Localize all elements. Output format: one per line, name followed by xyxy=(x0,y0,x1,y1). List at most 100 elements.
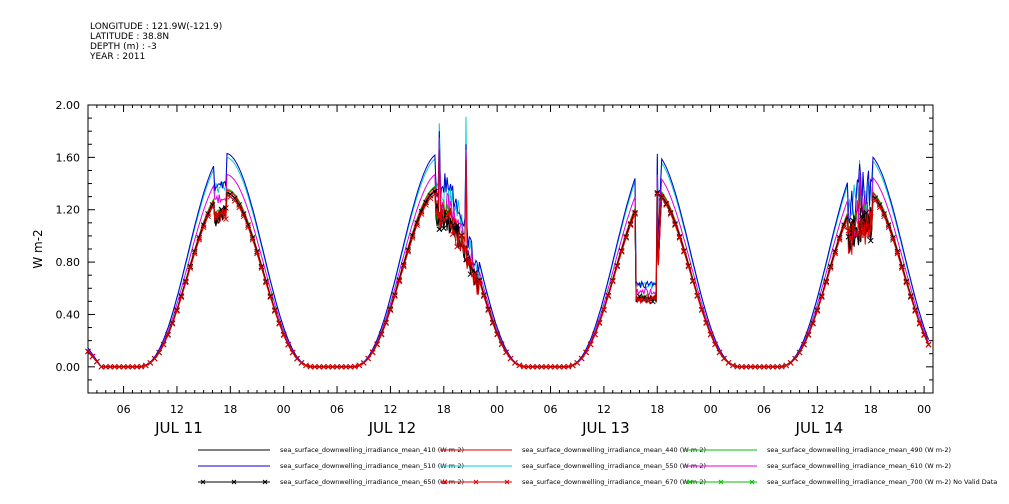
series-marker-670 xyxy=(138,363,145,370)
legend-label: sea_surface_downwelling_irradiance_mean_… xyxy=(522,478,706,486)
series-marker-670 xyxy=(116,363,122,370)
x-tick-label: 12 xyxy=(170,403,184,416)
series-marker-670 xyxy=(667,211,674,217)
series-marker-670 xyxy=(338,363,345,370)
series-marker-670 xyxy=(899,265,905,271)
series-marker-670 xyxy=(649,294,656,301)
x-tick-label: 00 xyxy=(917,403,931,416)
series-marker-670 xyxy=(583,349,589,356)
series-marker-670 xyxy=(552,363,558,370)
x-tick-label: 12 xyxy=(597,403,611,416)
series-marker-670 xyxy=(921,332,927,338)
series-marker-670 xyxy=(414,222,420,228)
series-marker-670 xyxy=(111,363,118,370)
series-marker-670 xyxy=(383,320,389,326)
series-marker-670 xyxy=(498,341,505,348)
series-marker-650 xyxy=(872,195,879,202)
series-line-510 xyxy=(87,131,930,368)
series-marker-670 xyxy=(285,341,291,348)
series-marker-670 xyxy=(805,332,812,338)
plot-header: LONGITUDE : 121.9W(-121.9) LATITUDE : 38… xyxy=(90,22,222,62)
legend-item: sea_surface_downwelling_irradiance_mean_… xyxy=(198,446,464,454)
day-label: JUL 14 xyxy=(795,419,844,437)
series-marker-670 xyxy=(94,358,100,365)
series-marker-670 xyxy=(529,363,536,370)
series-marker-670 xyxy=(98,363,105,370)
legend-item: sea_surface_downwelling_irradiance_mean_… xyxy=(685,446,951,454)
series-marker-650 xyxy=(427,192,434,199)
x-tick-label: 12 xyxy=(810,403,824,416)
series-marker-650 xyxy=(850,217,856,224)
series-marker-670 xyxy=(409,234,416,241)
legend-marker xyxy=(262,479,268,485)
axis-labels: 2.00 1.60 1.20 0.80 0.40 0.00 06 12 18 00 06 12 18 00… xyxy=(31,99,931,437)
series-marker-670 xyxy=(378,331,385,338)
series-marker-670 xyxy=(236,204,243,211)
x-tick-label: 18 xyxy=(650,403,664,416)
legend-label: sea_surface_downwelling_irradiance_mean_… xyxy=(280,478,464,486)
series-marker-670 xyxy=(658,195,665,202)
series-marker-670 xyxy=(770,363,776,370)
series-marker-670 xyxy=(107,363,114,370)
series-marker-670 xyxy=(836,236,843,243)
x-tick-label: 00 xyxy=(277,403,291,416)
series-marker-650 xyxy=(649,298,656,305)
series-marker-670 xyxy=(747,363,754,370)
series-marker-670 xyxy=(574,360,581,366)
series-marker-650 xyxy=(867,237,874,244)
series-marker-670 xyxy=(405,248,412,255)
series-marker-670 xyxy=(872,197,879,204)
series-marker-670 xyxy=(169,320,176,327)
series-line-670 xyxy=(87,193,930,368)
series-marker-670 xyxy=(778,363,785,370)
series-marker-670 xyxy=(534,363,541,370)
series-marker-670 xyxy=(912,308,919,314)
series-marker-670 xyxy=(454,243,460,250)
series-marker-670 xyxy=(485,307,492,313)
series-marker-650 xyxy=(832,248,839,255)
series-marker-670 xyxy=(125,363,131,370)
series-marker-650 xyxy=(231,195,238,202)
series-marker-670 xyxy=(672,222,678,228)
series-marker-670 xyxy=(360,360,367,366)
series-marker-670 xyxy=(151,355,158,362)
series-marker-670 xyxy=(467,258,474,264)
series-marker-670 xyxy=(752,363,758,370)
series-marker-670 xyxy=(818,294,825,301)
series-marker-670 xyxy=(525,363,532,370)
series-marker-670 xyxy=(200,224,207,231)
series-marker-650 xyxy=(876,202,883,208)
legend-marker xyxy=(687,479,693,485)
series-marker-670 xyxy=(449,231,456,237)
series-marker-670 xyxy=(463,246,469,253)
series-marker-670 xyxy=(507,355,514,362)
series-marker-670 xyxy=(676,234,683,241)
series-marker-670 xyxy=(841,224,847,231)
series-lines xyxy=(85,116,932,370)
series-marker-670 xyxy=(867,209,874,216)
series-marker-670 xyxy=(351,363,358,370)
series-marker-650 xyxy=(423,199,429,206)
series-marker-670 xyxy=(369,349,376,356)
legend-item: sea_surface_downwelling_irradiance_mean_… xyxy=(440,446,706,454)
series-marker-670 xyxy=(102,363,109,370)
series-marker-670 xyxy=(214,211,220,217)
series-marker-670 xyxy=(681,248,687,255)
series-marker-670 xyxy=(147,360,154,366)
series-marker-650 xyxy=(858,213,865,220)
series-marker-670 xyxy=(618,248,625,255)
series-marker-670 xyxy=(636,296,643,303)
series-marker-670 xyxy=(156,349,163,356)
series-marker-670 xyxy=(796,349,803,356)
series-marker-670 xyxy=(267,294,274,301)
series-marker-670 xyxy=(783,362,790,369)
series-marker-670 xyxy=(254,250,260,257)
series-marker-670 xyxy=(601,307,607,313)
series-marker-670 xyxy=(418,211,425,217)
y-tick-label: 2.00 xyxy=(56,99,81,112)
legend-item: sea_surface_downwelling_irradiance_mean_… xyxy=(198,478,464,486)
series-marker-670 xyxy=(303,362,309,369)
series-marker-670 xyxy=(916,320,923,327)
series-marker-670 xyxy=(427,195,434,202)
series-marker-670 xyxy=(587,341,594,348)
